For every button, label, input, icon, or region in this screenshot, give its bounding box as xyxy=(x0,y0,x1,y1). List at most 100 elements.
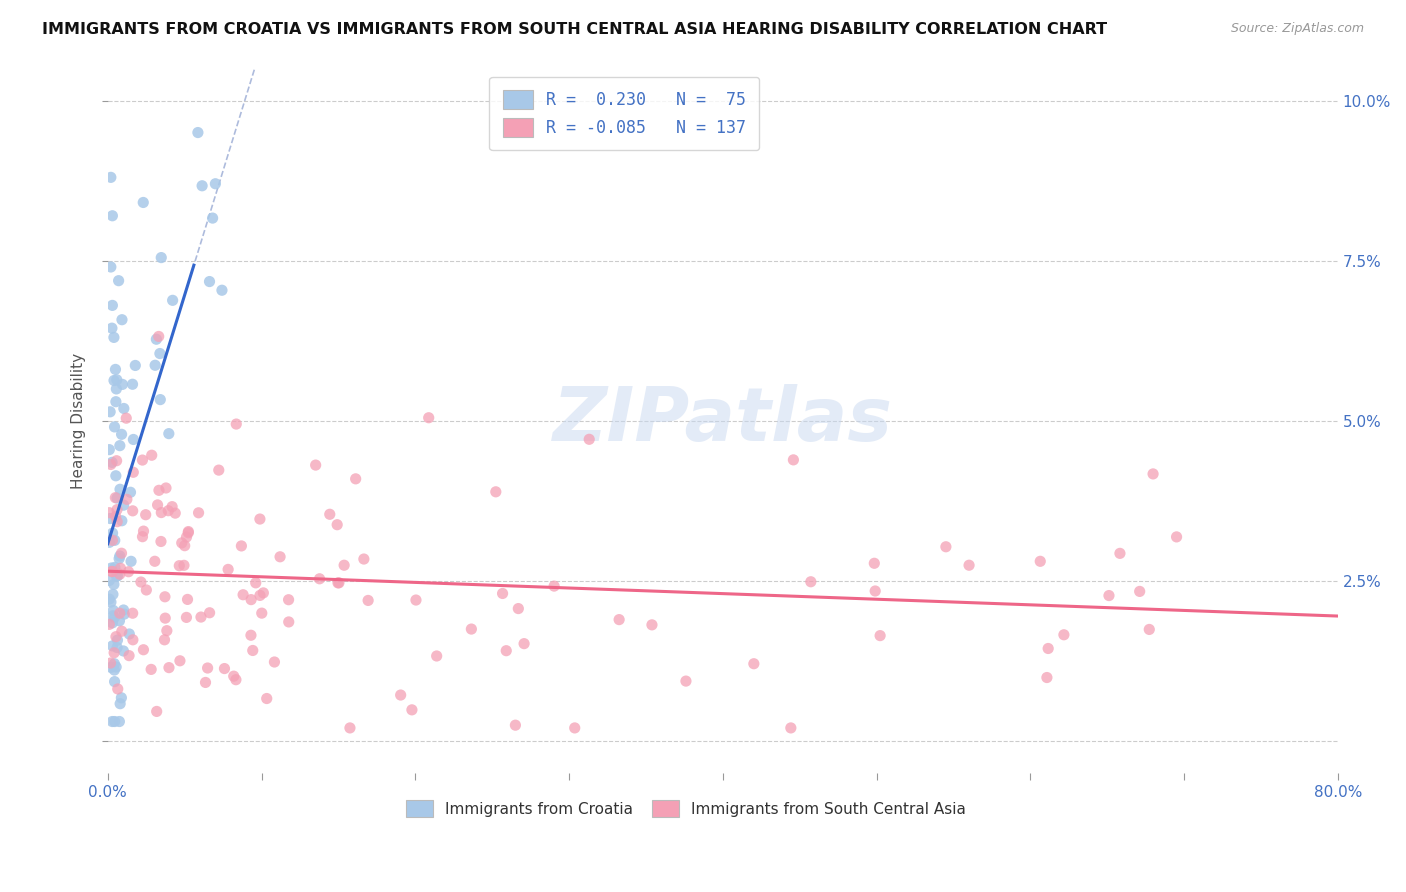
Point xyxy=(108,697,131,711)
Point xyxy=(105,569,128,583)
Point xyxy=(277,615,299,629)
Point xyxy=(197,661,219,675)
Point xyxy=(1166,530,1188,544)
Point xyxy=(108,439,131,453)
Point xyxy=(105,491,128,505)
Point xyxy=(101,608,124,623)
Point xyxy=(405,593,427,607)
Point xyxy=(148,483,170,498)
Point xyxy=(242,643,264,657)
Point xyxy=(101,714,124,729)
Point xyxy=(98,511,121,525)
Y-axis label: Hearing Disability: Hearing Disability xyxy=(72,352,86,489)
Point xyxy=(339,721,361,735)
Point xyxy=(957,558,980,573)
Point xyxy=(190,610,212,624)
Point xyxy=(177,525,200,540)
Point xyxy=(231,539,253,553)
Point xyxy=(98,535,121,549)
Point xyxy=(149,534,172,549)
Point xyxy=(101,565,124,579)
Point xyxy=(177,524,200,539)
Point xyxy=(135,582,157,597)
Point xyxy=(146,498,169,512)
Point xyxy=(104,394,127,409)
Point xyxy=(108,606,131,620)
Point xyxy=(101,298,124,312)
Point xyxy=(389,688,412,702)
Point xyxy=(201,211,224,225)
Point xyxy=(112,603,135,617)
Point xyxy=(675,674,697,689)
Point xyxy=(157,426,180,441)
Point xyxy=(101,526,124,541)
Point xyxy=(232,588,254,602)
Point xyxy=(118,627,141,641)
Point xyxy=(103,330,125,344)
Point xyxy=(155,481,177,495)
Point xyxy=(105,502,128,516)
Point xyxy=(176,530,198,544)
Point xyxy=(110,690,132,705)
Point xyxy=(1137,623,1160,637)
Point xyxy=(98,617,121,632)
Point xyxy=(328,575,350,590)
Point xyxy=(108,483,131,497)
Point xyxy=(779,721,801,735)
Point xyxy=(103,657,125,671)
Point xyxy=(263,655,285,669)
Point xyxy=(121,606,143,620)
Point xyxy=(103,420,125,434)
Point xyxy=(418,410,440,425)
Point xyxy=(101,455,124,469)
Point xyxy=(513,637,536,651)
Point xyxy=(107,681,129,696)
Point xyxy=(98,592,121,607)
Point xyxy=(108,714,131,729)
Point xyxy=(149,346,172,360)
Point xyxy=(98,506,121,520)
Point xyxy=(211,283,233,297)
Point xyxy=(100,660,122,674)
Point xyxy=(101,209,124,223)
Point xyxy=(156,624,179,638)
Point xyxy=(101,565,124,579)
Point xyxy=(245,575,267,590)
Point xyxy=(132,524,155,538)
Point xyxy=(222,669,245,683)
Point xyxy=(225,417,247,431)
Point xyxy=(214,662,236,676)
Point xyxy=(104,630,127,644)
Point xyxy=(143,358,166,372)
Point xyxy=(208,463,231,477)
Point xyxy=(426,648,449,663)
Point xyxy=(641,618,664,632)
Point xyxy=(104,674,127,689)
Point xyxy=(115,411,138,425)
Point xyxy=(249,588,271,602)
Point xyxy=(121,377,143,392)
Point xyxy=(155,611,177,625)
Point xyxy=(124,359,146,373)
Point xyxy=(145,705,167,719)
Point xyxy=(505,718,527,732)
Point xyxy=(153,632,176,647)
Point xyxy=(107,274,129,288)
Point xyxy=(157,504,180,518)
Point xyxy=(104,468,127,483)
Point xyxy=(129,575,152,590)
Point xyxy=(118,648,141,663)
Point xyxy=(353,552,375,566)
Point xyxy=(132,642,155,657)
Point xyxy=(112,498,135,512)
Point xyxy=(173,539,195,553)
Point xyxy=(252,586,274,600)
Point xyxy=(269,549,291,564)
Point xyxy=(239,628,262,642)
Point xyxy=(112,644,135,658)
Point xyxy=(103,577,125,591)
Point xyxy=(105,453,128,467)
Point xyxy=(100,458,122,472)
Point xyxy=(105,640,128,655)
Point xyxy=(105,660,128,674)
